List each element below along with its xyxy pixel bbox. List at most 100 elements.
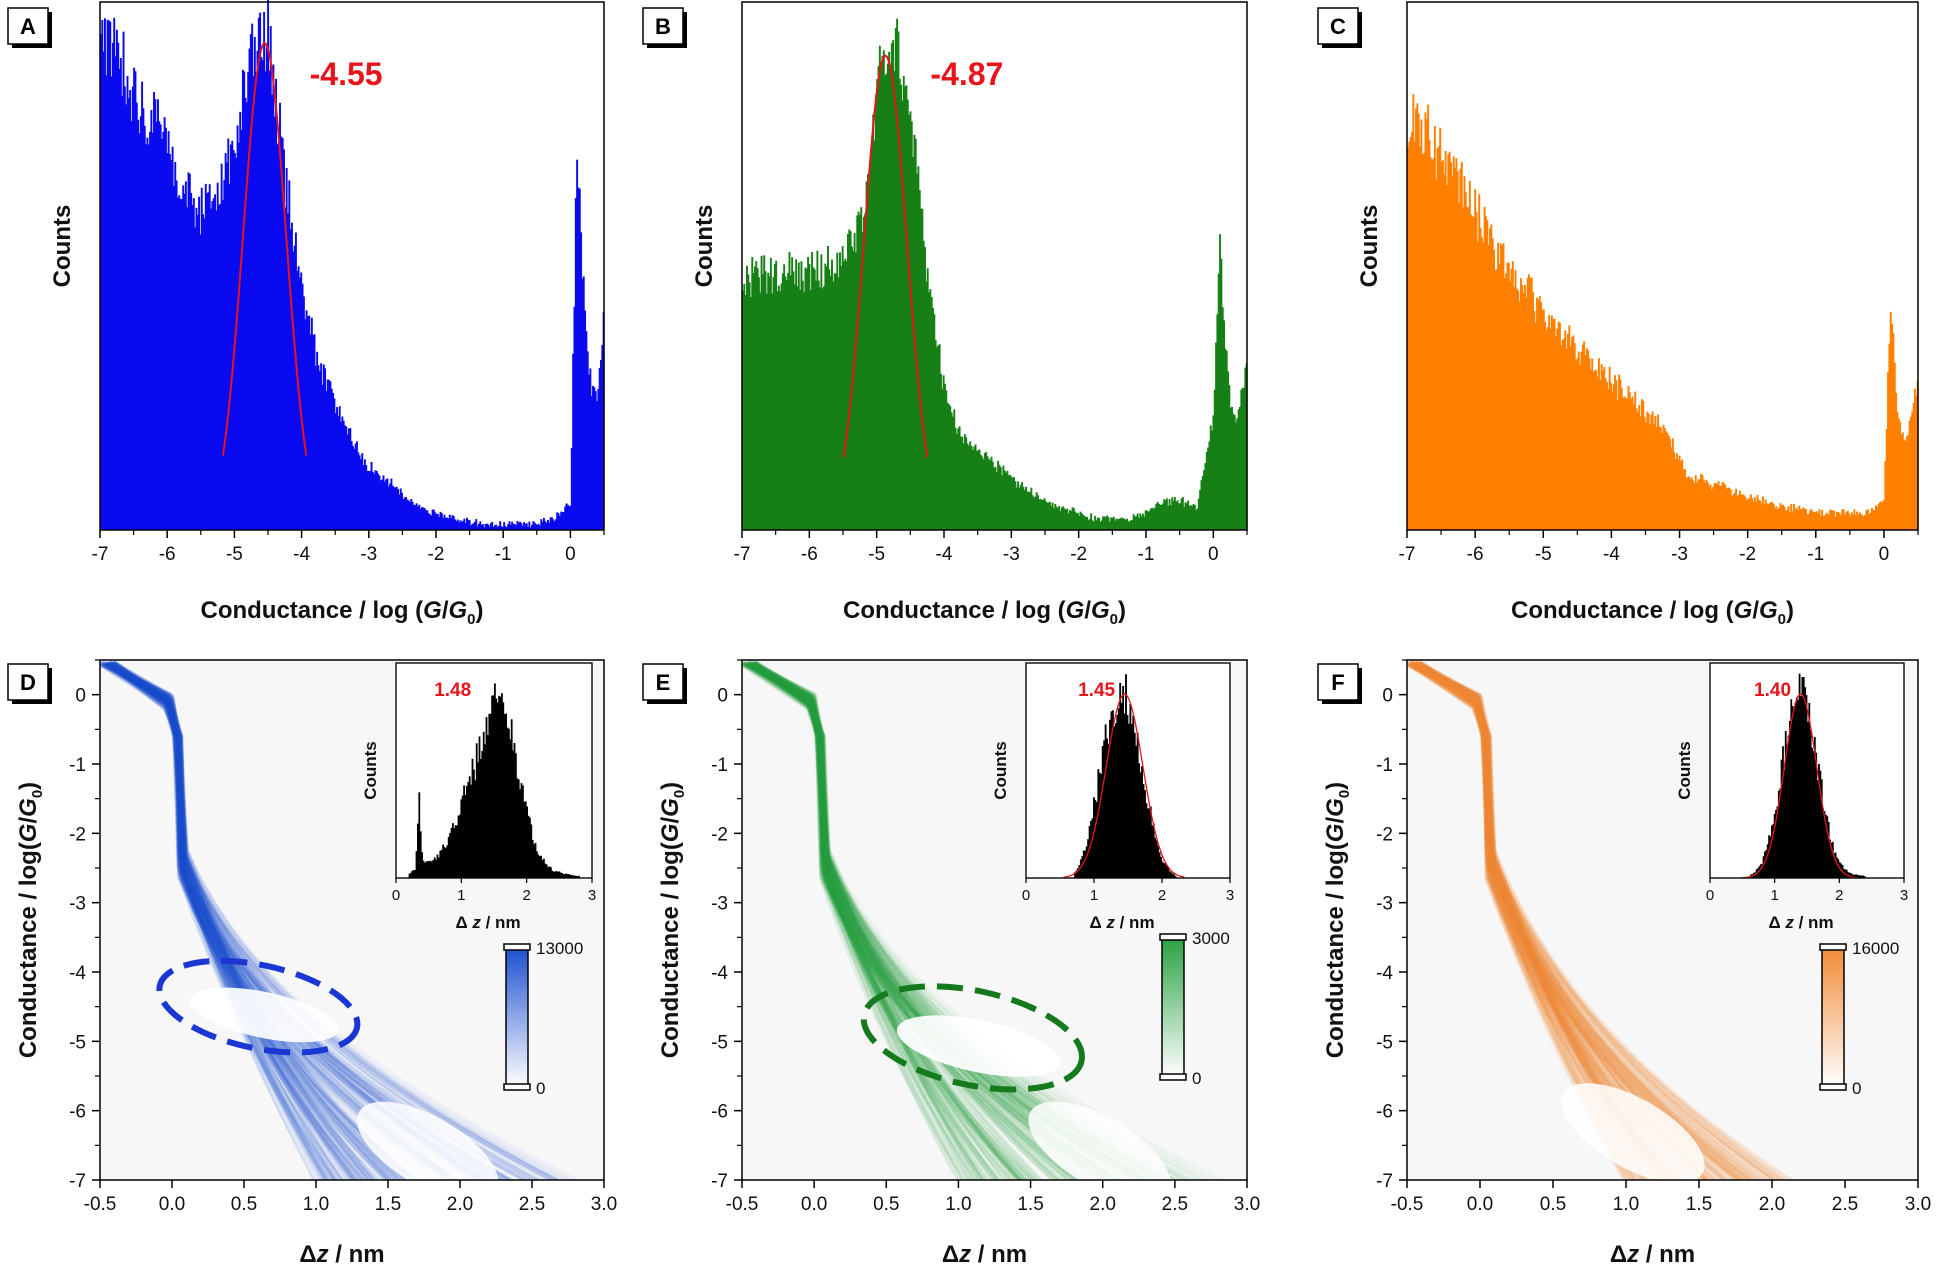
histogram-bar — [158, 121, 161, 530]
histogram-bar — [1092, 521, 1095, 530]
histogram-bar — [1564, 330, 1567, 530]
histogram-bar — [1237, 409, 1240, 530]
histogram-bar — [1139, 513, 1142, 530]
histogram-bar — [751, 257, 754, 530]
histogram-bar — [1790, 503, 1793, 530]
histogram-bar — [1140, 516, 1143, 530]
histogram-bar — [1120, 517, 1123, 530]
histogram-bar — [208, 184, 211, 530]
histogram-bar — [1110, 517, 1113, 530]
histogram-bar — [241, 69, 244, 530]
inset-bar — [503, 714, 506, 878]
histogram-bar — [471, 524, 474, 530]
inset-bar — [1859, 875, 1862, 878]
histogram-bar — [961, 436, 964, 530]
histogram-bar — [508, 521, 511, 530]
histogram-bar — [938, 344, 941, 530]
trace-line — [1415, 662, 1793, 1180]
inset-bar — [1854, 874, 1856, 878]
histogram-bar — [267, 0, 270, 530]
inset-x-tick-label: 3 — [1226, 887, 1234, 904]
histogram-bar — [271, 94, 274, 530]
histogram-bar — [1232, 413, 1235, 530]
y-axis-label: Counts — [361, 741, 380, 800]
x-tick-label: -6 — [159, 544, 176, 565]
inset-bar — [1122, 685, 1125, 878]
inset-bar — [429, 860, 432, 878]
histogram-bar — [1627, 386, 1630, 530]
x-tick-label: -4 — [293, 544, 310, 565]
histogram-bar — [808, 263, 811, 530]
histogram-bar — [1821, 509, 1824, 530]
histogram-bar — [804, 267, 807, 530]
histogram-bar — [212, 198, 215, 531]
histogram-bar — [1659, 427, 1662, 530]
histogram-bar — [950, 412, 953, 530]
svg-text:D: D — [20, 670, 36, 695]
x-tick-label: 2.0 — [447, 1194, 473, 1215]
inset-bar — [499, 696, 502, 878]
histogram-bar — [1415, 108, 1418, 530]
histogram-bar — [539, 525, 541, 530]
trace-line — [742, 662, 999, 1180]
histogram-bar — [860, 207, 863, 530]
histogram-bar — [1593, 370, 1596, 530]
histogram-bar — [150, 110, 153, 531]
inset-bar — [1794, 702, 1797, 878]
histogram-bar — [1815, 511, 1818, 530]
histogram-bar — [324, 368, 327, 530]
x-tick-label: 0.0 — [159, 1194, 185, 1215]
inset-bar — [1861, 875, 1863, 878]
histogram-bar — [1624, 397, 1627, 530]
x-tick-label: 1.5 — [1686, 1194, 1712, 1215]
histogram-bar — [1224, 348, 1227, 530]
inset-bar — [550, 867, 552, 878]
histogram-bar — [1142, 513, 1144, 530]
histogram-bar — [601, 344, 604, 530]
histogram-bar — [525, 523, 528, 530]
x-tick-label: 1.0 — [1613, 1194, 1639, 1215]
histogram-bar — [1533, 310, 1536, 530]
histogram-bar — [1074, 511, 1077, 530]
histogram-bar — [395, 486, 398, 530]
histogram-bar — [422, 507, 425, 530]
histogram-bar — [220, 163, 223, 530]
histogram-bar — [1854, 514, 1857, 530]
histogram-bar — [1027, 491, 1030, 530]
histogram-bar — [244, 97, 247, 530]
inset-bar — [1825, 814, 1827, 878]
high-density-region — [896, 1015, 1061, 1077]
inset-bar — [1136, 732, 1139, 878]
histogram-bar — [835, 273, 837, 530]
histogram-bar — [1848, 513, 1851, 530]
histogram-bar — [1050, 505, 1053, 530]
histogram-bar — [1042, 499, 1045, 530]
gaussian-fit-curve — [222, 41, 308, 456]
inset-bar — [422, 860, 425, 878]
inset-bar — [1162, 863, 1165, 878]
histogram-bar — [1037, 495, 1039, 530]
trace-line — [111, 662, 535, 1180]
histogram-bar — [1556, 328, 1559, 530]
histogram-bar — [1164, 500, 1167, 530]
svg-text:F: F — [1331, 670, 1344, 695]
histogram-bar — [1728, 487, 1731, 530]
trace-line — [1417, 662, 1742, 1180]
y-tick-label: -4 — [1376, 963, 1393, 984]
histogram-bar — [1494, 270, 1497, 530]
histogram-bar — [994, 466, 997, 530]
histogram-bar — [310, 317, 313, 530]
histogram-bar — [1033, 497, 1035, 530]
inset-bar — [1141, 765, 1143, 878]
histogram-bar — [853, 233, 856, 530]
inset-bar — [575, 875, 577, 878]
svg-text:E: E — [656, 670, 671, 695]
inset-bar — [505, 713, 507, 878]
inset-bar — [415, 851, 418, 878]
histogram-bar — [219, 203, 222, 530]
histogram-bar — [533, 522, 536, 530]
histogram-bar — [949, 406, 952, 530]
histogram-bar — [836, 252, 839, 530]
inset-bar — [1862, 875, 1865, 878]
